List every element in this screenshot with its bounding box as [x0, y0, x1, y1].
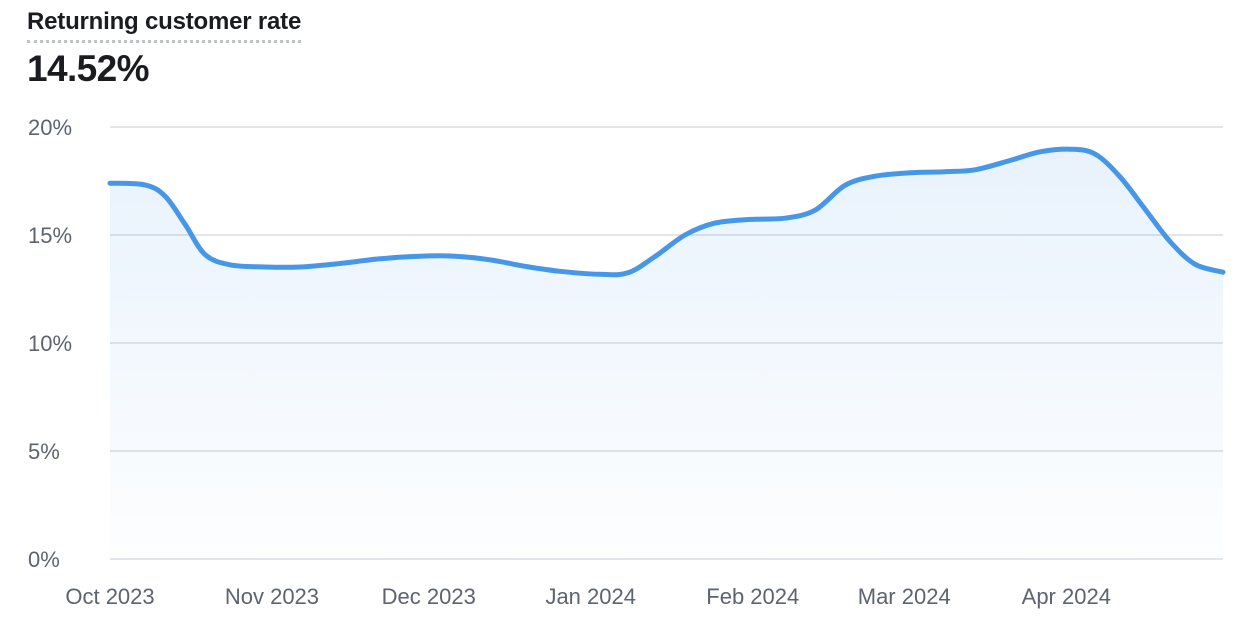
- x-axis-label: Dec 2023: [382, 584, 476, 609]
- x-axis-label: Jan 2024: [545, 584, 636, 609]
- metric-title[interactable]: Returning customer rate: [27, 8, 301, 43]
- x-axis-labels: Oct 2023 Nov 2023 Dec 2023 Jan 2024 Feb 2024…: [65, 584, 1111, 609]
- y-axis-label: 15%: [28, 223, 72, 248]
- x-axis-label: Nov 2023: [225, 584, 319, 609]
- trend-line: [107, 146, 1226, 278]
- metric-value: 14.52%: [27, 48, 149, 89]
- x-axis-label: Mar 2024: [858, 584, 951, 609]
- x-axis-label: Oct 2023: [65, 584, 154, 609]
- y-axis-label: 0%: [28, 547, 60, 572]
- x-axis-label: Feb 2024: [706, 584, 799, 609]
- area-fill: [110, 149, 1223, 559]
- x-axis-label: Apr 2024: [1022, 584, 1111, 609]
- y-axis-label: 5%: [28, 439, 60, 464]
- y-axis-labels: 20% 15% 10% 5% 0%: [28, 115, 72, 572]
- y-axis-label: 20%: [28, 115, 72, 140]
- y-axis-label: 10%: [28, 331, 72, 356]
